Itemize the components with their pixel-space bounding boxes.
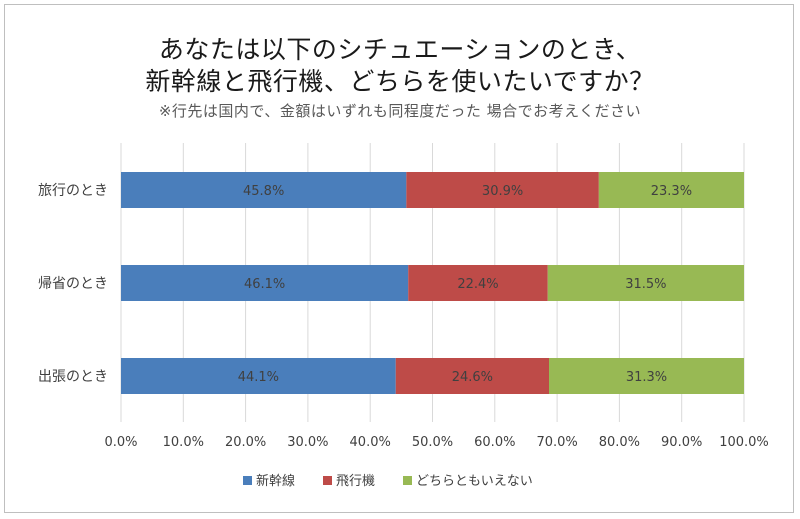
data-label: 31.3% — [626, 370, 667, 385]
x-tick-label: 80.0% — [599, 435, 640, 450]
category-label: 帰省のとき — [38, 275, 108, 292]
x-tick-label: 10.0% — [163, 435, 204, 450]
legend-label: 飛行機 — [336, 474, 375, 489]
chart-title-line1: あなたは以下のシチュエーションのとき、 — [158, 35, 642, 64]
x-tick-label: 100.0% — [719, 435, 769, 450]
x-tick-label: 0.0% — [104, 435, 137, 450]
x-tick-label: 30.0% — [287, 435, 328, 450]
data-label: 23.3% — [651, 184, 692, 199]
bar-segment — [395, 358, 550, 394]
legend-label: どちらともいえない — [416, 474, 533, 489]
data-label: 44.1% — [238, 370, 279, 385]
legend-label: 新幹線 — [256, 473, 295, 489]
legend-swatch — [243, 476, 252, 485]
legend-swatch — [323, 476, 332, 485]
x-tick-label: 90.0% — [661, 435, 702, 450]
x-tick-label: 70.0% — [536, 435, 577, 450]
x-tick-label: 60.0% — [474, 435, 515, 450]
x-tick-label: 50.0% — [412, 435, 453, 450]
x-tick-label: 40.0% — [350, 435, 391, 450]
data-label: 24.6% — [452, 370, 493, 385]
bar-segment — [121, 358, 396, 394]
bar-segment — [549, 358, 744, 394]
data-label: 45.8% — [243, 184, 284, 199]
bar-segment — [121, 265, 409, 301]
data-label: 46.1% — [244, 277, 285, 292]
data-label: 31.5% — [625, 277, 666, 292]
chart-subtitle: ※行先は国内で、金額はいずれも同程度だった 場合でお考えください — [158, 102, 642, 120]
chart-title-line2: 新幹線と飛行機、どちらを使いたいですか？ — [145, 67, 655, 96]
category-label: 出張のとき — [38, 369, 108, 385]
bar-segment — [598, 172, 744, 208]
bar-segment — [547, 265, 744, 301]
bar-segment — [408, 265, 548, 301]
data-label: 30.9% — [482, 184, 523, 199]
data-label: 22.4% — [457, 277, 498, 292]
legend-swatch — [403, 476, 412, 485]
x-tick-label: 20.0% — [225, 435, 266, 450]
chart-frame — [4, 4, 794, 513]
bar-segment — [406, 172, 599, 208]
bar-segment — [121, 172, 407, 208]
category-label: 旅行のとき — [38, 183, 108, 199]
